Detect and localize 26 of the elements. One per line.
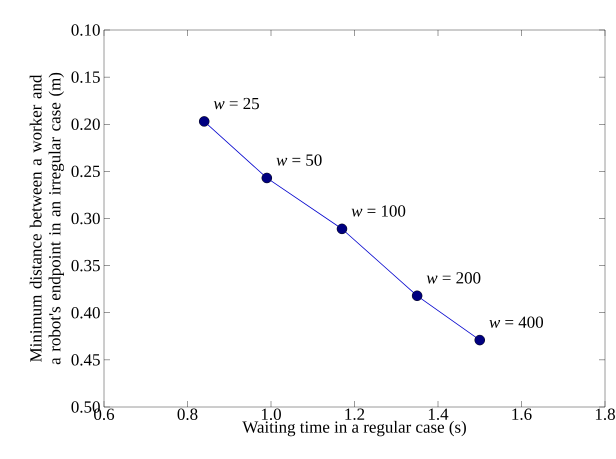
annotation: w = 400 — [489, 316, 544, 328]
annotation: w = 50 — [276, 154, 322, 166]
y-tick-label: 0.30 — [71, 212, 100, 224]
y-tick-label: 0.25 — [71, 166, 100, 178]
x-tick-label: 0.8 — [178, 408, 198, 420]
point — [474, 334, 486, 346]
point — [336, 224, 348, 234]
y-axis-title: Minimum distance between a worker and a robot's endpoint in an irregular case (m) — [30, 72, 64, 364]
y-tick-label: 0.35 — [71, 260, 100, 272]
y-tick-label: 0.40 — [71, 307, 100, 318]
x-tick-label: 1.4 — [428, 408, 448, 420]
point — [412, 290, 422, 302]
annotation: w = 200 — [426, 272, 480, 284]
x-tick-label: 1.0 — [262, 408, 281, 420]
annotation: w = 25 — [214, 98, 259, 110]
y-tick-label: 0.20 — [71, 118, 100, 130]
point — [198, 116, 210, 127]
y-tick-label: 0.45 — [71, 354, 100, 366]
point — [262, 172, 272, 184]
x-tick-label: 1.8 — [596, 408, 615, 420]
x-axis-title: Waiting time in a regular case (s) — [242, 420, 466, 436]
x-tick-label: 1.2 — [345, 408, 364, 420]
y-tick-label: 0.10 — [71, 24, 100, 36]
annotation: w = 100 — [352, 205, 406, 217]
x-tick-label: 1.6 — [512, 408, 532, 420]
y-tick-label: 0.15 — [71, 71, 100, 83]
